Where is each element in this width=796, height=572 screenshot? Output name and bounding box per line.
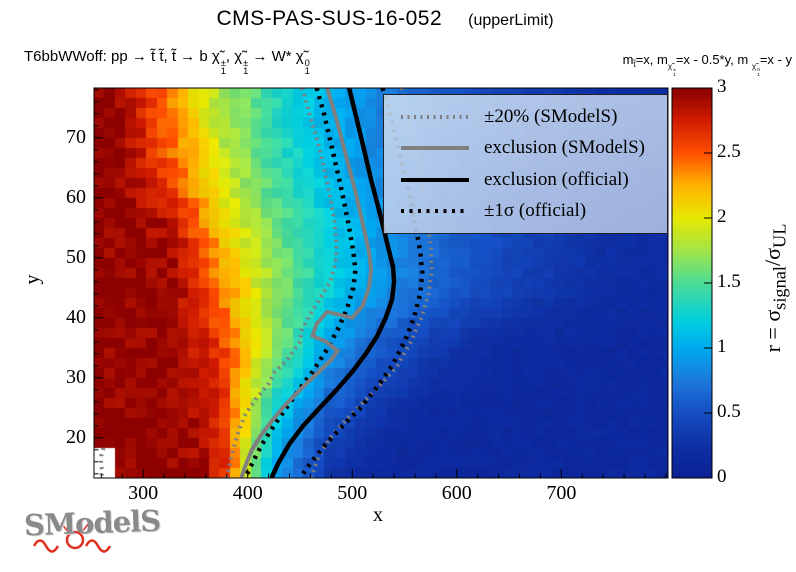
x-tick-label: 700: [546, 482, 577, 504]
plot-title-main: CMS-PAS-SUS-16-052: [216, 7, 443, 30]
legend-item-label: ±1σ (official): [484, 200, 587, 222]
colorbar-tick-label: 1.5: [717, 271, 741, 292]
y-tick-label: 40: [66, 305, 86, 328]
colorbar-title: r = σsignal/σUL: [760, 223, 790, 353]
x-tick-label: 300: [128, 482, 159, 504]
legend-item-1: exclusion (SModelS): [398, 135, 663, 161]
colorbar-tick-label: 3: [717, 76, 727, 97]
y-tick-label: 70: [66, 125, 86, 148]
y-axis-title: y: [21, 274, 44, 285]
legend-item-label: ±20% (SModelS): [484, 105, 618, 127]
x-tick-label: 400: [232, 482, 263, 504]
y-tick-label: 60: [66, 185, 86, 208]
y-tick-label: 30: [66, 365, 86, 388]
x-tick-label: 500: [337, 482, 368, 504]
colorbar-canvas: [672, 88, 712, 478]
plot-title: CMS-PAS-SUS-16-052 (upperLimit): [0, 7, 770, 31]
legend-item-label: exclusion (SModelS): [484, 137, 645, 159]
plot-title-qualifier: (upperLimit): [468, 12, 554, 29]
colorbar-tick-label: 1: [717, 336, 727, 357]
smodels-watermark-text: SModelS: [23, 503, 161, 543]
colorbar-tick-label: 2.5: [717, 141, 741, 162]
x-axis-title: x: [373, 504, 383, 526]
legend-line-sample: [401, 209, 469, 214]
legend-item-3: ±1σ (official): [398, 198, 663, 224]
process-label: T6bbWWoff: pp → t̃ t̃, t̃ → b χ̃ ±1, χ̃ ±1…: [24, 48, 310, 76]
smodels-decay-graphic: [32, 522, 112, 553]
colorbar-tick-label: 0: [717, 466, 727, 487]
x-tick-label: 600: [441, 482, 472, 504]
y-tick-label: 20: [66, 425, 86, 448]
legend-box: ±20% (SModelS) exclusion (SModelS) exclusi…: [383, 94, 668, 234]
colorbar-tick-label: 0.5: [717, 401, 741, 422]
mass-relations-label: mt̃=x, mχ̃ ±1 =x - 0.5*y, m χ̃ 0 1 =x - y: [622, 52, 792, 78]
legend-item-2: exclusion (official): [398, 167, 663, 193]
legend-item-0: ±20% (SModelS): [398, 104, 663, 130]
colorbar-tick-label: 2: [717, 206, 727, 227]
legend-line-sample: [401, 114, 469, 119]
smodels-watermark: SModelS: [6, 496, 161, 562]
legend-item-label: exclusion (official): [484, 168, 629, 190]
legend-line-sample: [401, 177, 469, 182]
legend-line-sample: [401, 146, 469, 151]
y-tick-label: 50: [66, 245, 86, 268]
